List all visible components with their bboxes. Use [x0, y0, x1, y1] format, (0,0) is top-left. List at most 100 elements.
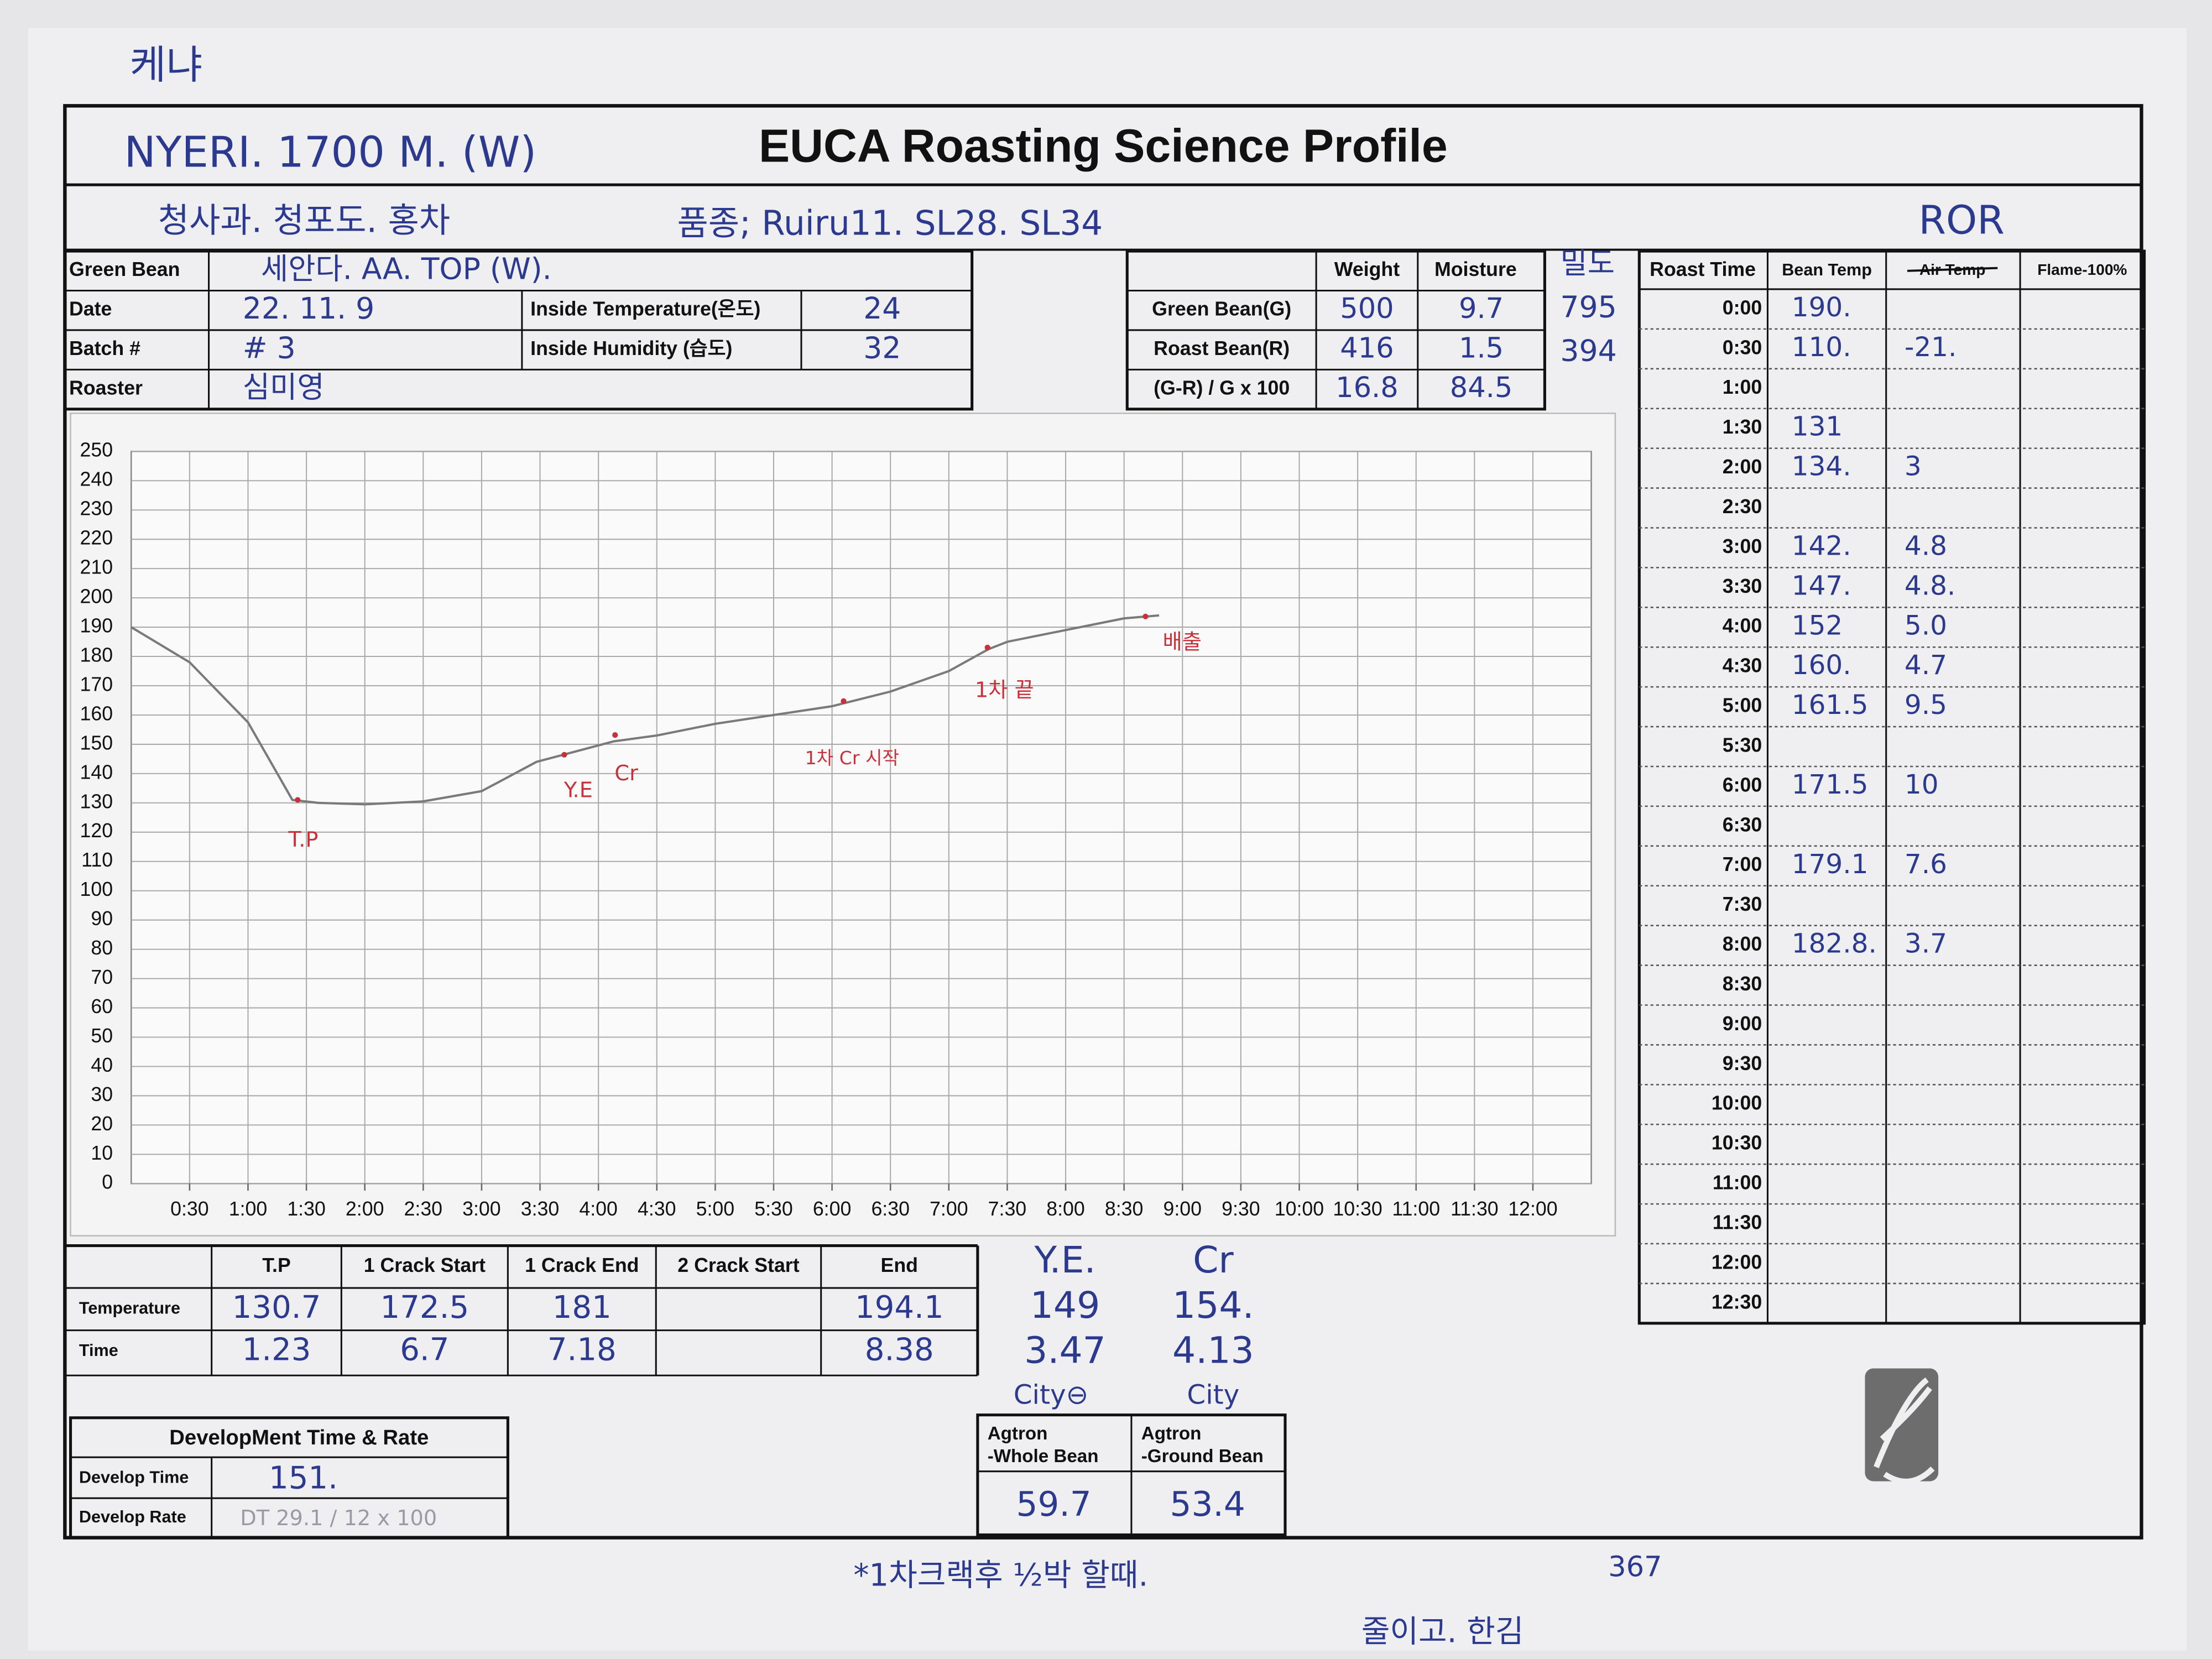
- y-tick-label: 160: [80, 702, 113, 724]
- handwriting: 세안다. AA. TOP (W).: [261, 251, 552, 286]
- label: 0:00: [1723, 296, 1762, 319]
- x-tick-label: 7:30: [988, 1198, 1027, 1220]
- label: 6:30: [1723, 813, 1762, 836]
- y-tick-label: 140: [80, 761, 113, 783]
- x-tick-label: 0:30: [170, 1198, 209, 1220]
- handwriting: 394: [1560, 333, 1616, 368]
- y-tick-label: 90: [91, 907, 113, 930]
- label: Roast Time: [1650, 258, 1756, 280]
- label: Develop Rate: [79, 1507, 186, 1526]
- y-tick-label: 230: [80, 498, 113, 520]
- label: -Whole Bean: [988, 1446, 1099, 1467]
- event-dot: [295, 797, 301, 803]
- x-tick-label: 1:00: [229, 1198, 268, 1220]
- handwriting: -21.: [1905, 332, 1957, 363]
- y-tick-label: 180: [80, 644, 113, 666]
- handwriting: 줄이고. 한김: [1361, 1614, 1524, 1650]
- annotation: 배출: [1163, 630, 1202, 655]
- x-tick-label: 2:00: [346, 1198, 384, 1220]
- label: 8:00: [1723, 933, 1762, 955]
- y-tick-label: 240: [80, 468, 113, 491]
- handwriting: 151.: [269, 1460, 338, 1496]
- handwriting: 182.8.: [1792, 928, 1877, 959]
- x-tick-label: 8:30: [1105, 1198, 1144, 1220]
- x-tick-label: 4:30: [638, 1198, 676, 1220]
- x-tick-label: 7:00: [930, 1198, 968, 1220]
- handwriting: 3: [1905, 451, 1922, 482]
- label: Date: [69, 298, 112, 320]
- handwriting: 9.5: [1905, 690, 1947, 721]
- handwriting: 416: [1340, 332, 1394, 365]
- handwriting: 500: [1340, 293, 1394, 325]
- label: Temperature: [79, 1298, 180, 1317]
- handwriting: City: [1187, 1380, 1239, 1411]
- handwriting: 22. 11. 9: [243, 291, 375, 326]
- x-tick-label: 6:00: [813, 1198, 852, 1220]
- y-tick-label: 10: [91, 1142, 113, 1164]
- x-tick-label: 5:30: [754, 1198, 793, 1220]
- handwriting: 9.7: [1459, 293, 1504, 325]
- handwriting: Cr: [1193, 1238, 1234, 1281]
- label: T.P: [262, 1254, 291, 1276]
- label: Green Bean(G): [1152, 298, 1291, 320]
- label: Moisture: [1434, 258, 1517, 280]
- label: 10:00: [1712, 1092, 1762, 1114]
- event-dot: [612, 732, 618, 738]
- rule: [1907, 267, 1998, 272]
- label: End: [881, 1254, 918, 1276]
- handwriting: 4.7: [1905, 650, 1947, 681]
- label: 0:30: [1723, 336, 1762, 358]
- label: Roast Bean(R): [1154, 337, 1290, 359]
- handwriting: 5.0: [1905, 610, 1947, 641]
- label: 12:30: [1712, 1291, 1762, 1313]
- event-dot: [561, 752, 567, 758]
- label: 1 Crack End: [525, 1254, 639, 1276]
- label: Roaster: [69, 377, 143, 399]
- label: 6:00: [1723, 774, 1762, 796]
- handwriting: 160.: [1792, 650, 1851, 681]
- event-dot: [984, 644, 990, 651]
- handwriting: 171.5: [1792, 769, 1869, 800]
- label: Batch #: [69, 337, 140, 359]
- handwriting: 케냐: [130, 42, 202, 88]
- y-tick-label: 250: [80, 439, 113, 461]
- label: 9:00: [1723, 1013, 1762, 1035]
- y-tick-label: 200: [80, 586, 113, 608]
- handwriting: DT 29.1 / 12 x 100: [240, 1506, 437, 1531]
- label: 1:30: [1723, 416, 1762, 438]
- annotation: T.P: [288, 827, 318, 852]
- label: 4:30: [1723, 655, 1762, 677]
- y-tick-label: 120: [80, 820, 113, 842]
- label: 2 Crack Start: [677, 1254, 799, 1276]
- handwriting: 795: [1560, 289, 1616, 324]
- handwriting: 밀도: [1560, 246, 1615, 280]
- box: [63, 104, 2143, 1540]
- handwriting: 161.5: [1792, 690, 1869, 721]
- label: Develop Time: [79, 1468, 189, 1487]
- label: 7:00: [1723, 853, 1762, 875]
- annotation: Y.E: [564, 778, 593, 803]
- x-tick-label: 9:30: [1222, 1198, 1260, 1220]
- y-tick-label: 110: [81, 849, 113, 871]
- label: Agtron: [988, 1423, 1048, 1444]
- x-tick-label: 11:30: [1451, 1198, 1499, 1220]
- handwriting: 152: [1792, 610, 1843, 641]
- handwriting: 32: [863, 330, 901, 365]
- handwriting: 142.: [1792, 530, 1851, 561]
- label: 11:30: [1713, 1211, 1762, 1233]
- handwriting: 심미영: [243, 370, 325, 405]
- handwriting: 7.6: [1905, 849, 1947, 880]
- x-tick-label: 10:30: [1333, 1198, 1382, 1220]
- label: -Ground Bean: [1141, 1446, 1264, 1467]
- event-dot: [1142, 613, 1149, 619]
- label: Agtron: [1141, 1423, 1202, 1444]
- box: [69, 1416, 509, 1540]
- event-dot: [841, 698, 847, 704]
- y-tick-label: 190: [80, 615, 113, 637]
- handwriting: 172.5: [380, 1290, 469, 1326]
- logo: [1865, 1368, 1939, 1484]
- label: 5:30: [1723, 734, 1762, 756]
- handwriting: 3.7: [1905, 928, 1947, 959]
- y-tick-label: 20: [91, 1113, 113, 1135]
